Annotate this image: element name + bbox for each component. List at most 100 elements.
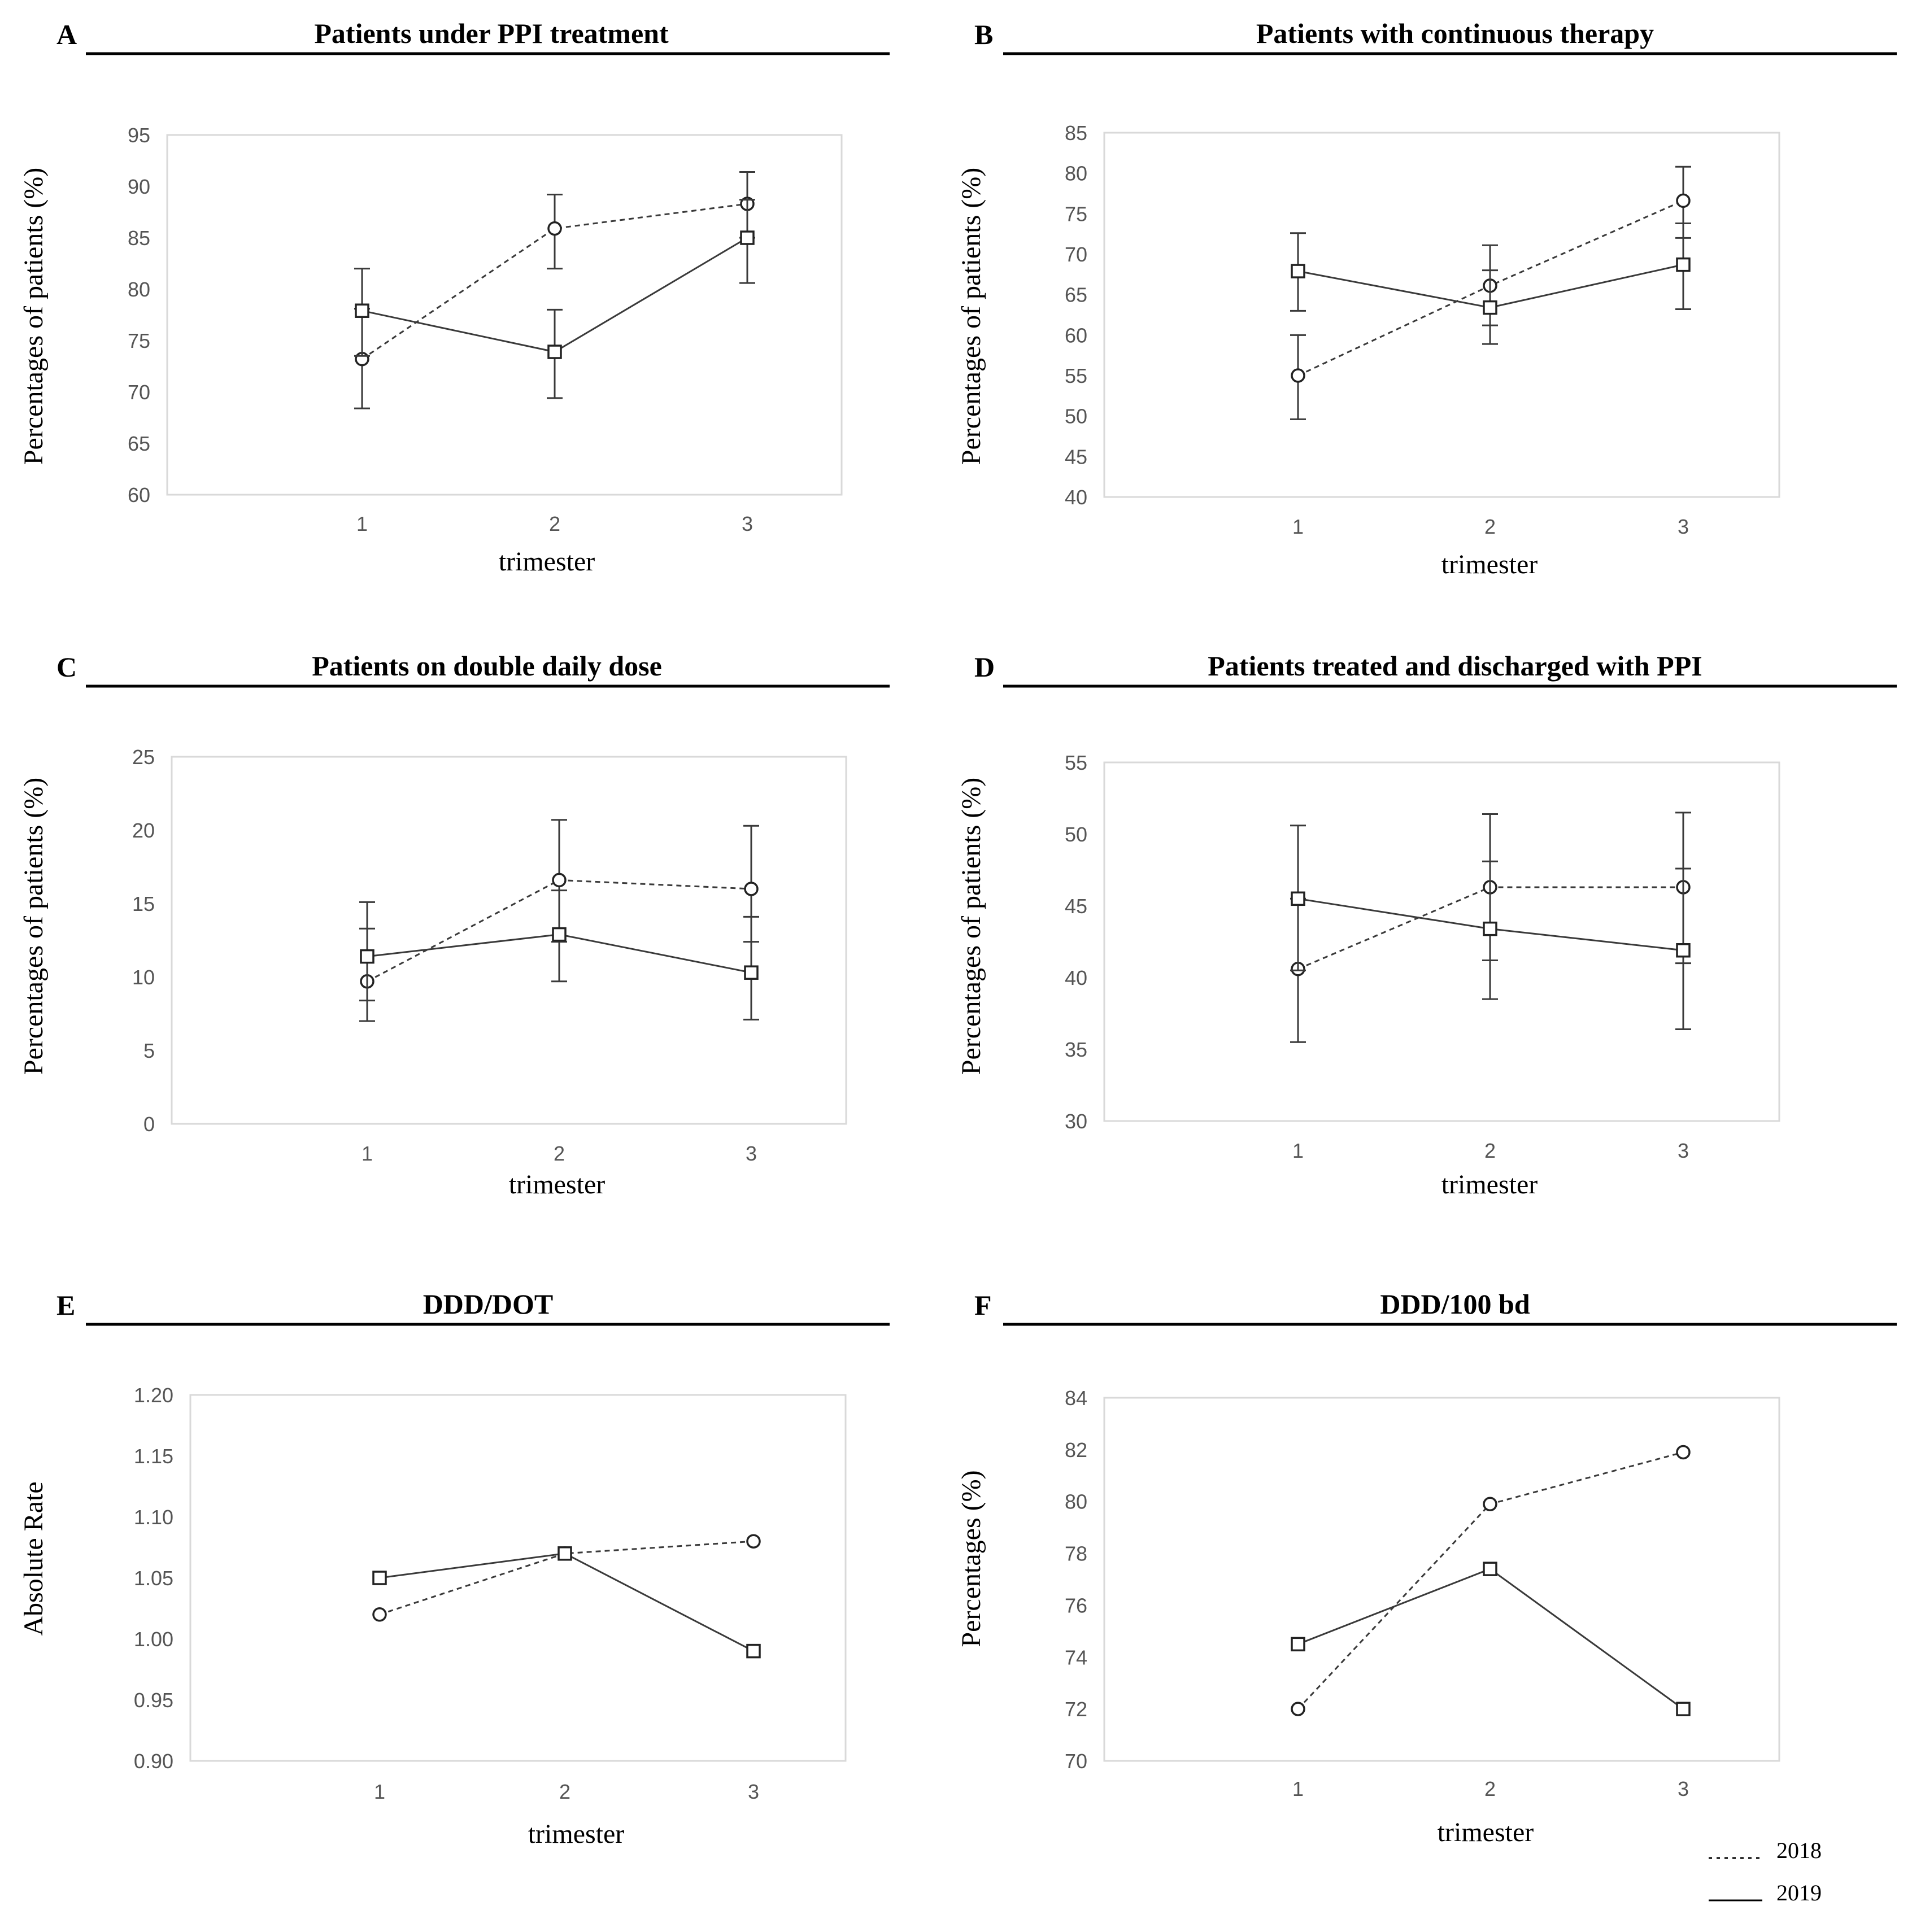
y-tick-label: 45 [1065, 895, 1087, 918]
series-2018 [1291, 1445, 1691, 1716]
y-tick-label: 65 [1065, 284, 1087, 307]
x-axis-label: trimester [1441, 549, 1538, 579]
panel-letter: D [974, 651, 995, 683]
y-tick-label: 0 [143, 1113, 155, 1136]
chart-title: Patients under PPI treatment [314, 18, 669, 49]
y-axis-label: Percentages of patients (%) [19, 778, 49, 1075]
x-axis-label: trimester [528, 1819, 625, 1849]
data-point-circle [746, 1534, 761, 1549]
data-point-square [558, 1546, 572, 1561]
data-point-square [1676, 943, 1691, 958]
series-2019 [1290, 825, 1691, 1030]
y-tick-label: 65 [128, 432, 150, 455]
panel-c: C Patients on double daily dose 0 5 10 15 20 25… [19, 650, 890, 1200]
x-axis-label: trimester [1438, 1817, 1534, 1847]
data-point-circle [372, 1607, 387, 1622]
data-point-square [1291, 891, 1305, 906]
data-point-square [372, 1571, 387, 1585]
y-tick-label: 75 [1065, 202, 1087, 225]
x-tick-label: 3 [1678, 515, 1689, 538]
x-axis-label: trimester [499, 547, 595, 577]
y-tick-label: 1.00 [134, 1628, 173, 1651]
plot-area [1103, 132, 1780, 498]
y-tick-label: 0.90 [134, 1750, 173, 1773]
data-point-circle [744, 882, 759, 896]
y-tick-label: 78 [1065, 1542, 1087, 1565]
y-tick-label: 50 [1065, 823, 1087, 846]
legend-label: 2019 [1776, 1880, 1822, 1905]
x-tick-label: 1 [1292, 515, 1304, 538]
data-point-circle [547, 221, 562, 236]
y-tick-label: 72 [1065, 1698, 1087, 1721]
legend-label: 2018 [1776, 1838, 1822, 1863]
series-line [362, 203, 748, 360]
x-tick-label: 3 [1678, 1139, 1689, 1162]
data-point-square [740, 230, 755, 245]
legend: 2018 2019 [1709, 1838, 1822, 1905]
y-tick-label: 50 [1065, 405, 1087, 428]
y-tick-label: 80 [1065, 162, 1087, 185]
data-point-circle [1483, 1497, 1497, 1512]
y-tick-label: 70 [1065, 1750, 1087, 1773]
chart-title: DDD/100 bd [1380, 1288, 1530, 1320]
data-point-square [1483, 921, 1497, 936]
y-tick-label: 1.20 [134, 1384, 173, 1407]
data-point-square [1676, 257, 1691, 272]
series-2019 [1291, 1562, 1691, 1716]
plot-area [1103, 761, 1780, 1122]
panel-a: A Patients under PPI treatment 60 65 70 75 80 8… [19, 18, 890, 577]
legend-item-2018: 2018 [1709, 1838, 1822, 1863]
y-tick-label: 5 [143, 1039, 155, 1062]
x-tick-label: 1 [374, 1780, 385, 1803]
x-tick-label: 2 [1484, 1777, 1496, 1800]
y-tick-label: 60 [128, 483, 150, 507]
y-tick-label: 82 [1065, 1438, 1087, 1462]
data-point-square [1291, 1637, 1305, 1652]
x-tick-label: 3 [1678, 1777, 1689, 1800]
x-axis-label: trimester [1441, 1170, 1538, 1200]
series-line [379, 1552, 754, 1652]
x-tick-label: 1 [356, 512, 368, 535]
data-point-square [1291, 264, 1305, 278]
y-tick-label: 0.95 [134, 1689, 173, 1712]
panel-e: E DDD/DOT 0.90 0.95 1.00 1.05 1.10 1.15 1.20 1 2 3 A… [19, 1288, 890, 1849]
y-axis-label: Percentages of patients (%) [956, 778, 986, 1075]
series-line [1297, 1451, 1684, 1710]
data-point-square [360, 949, 374, 964]
chart-title: Patients with continuous therapy [1256, 18, 1654, 49]
data-point-circle [1676, 193, 1691, 208]
data-point-circle [1676, 1445, 1691, 1460]
y-tick-label: 10 [132, 966, 155, 989]
y-tick-label: 30 [1065, 1110, 1087, 1133]
y-tick-label: 60 [1065, 324, 1087, 347]
y-axis-label: Absolute Rate [19, 1481, 49, 1636]
y-tick-label: 84 [1065, 1386, 1087, 1410]
panel-letter: A [56, 19, 77, 50]
x-tick-label: 1 [362, 1142, 373, 1165]
plot-area [171, 756, 847, 1125]
x-tick-label: 1 [1292, 1139, 1304, 1162]
y-tick-label: 95 [128, 124, 150, 147]
y-tick-label: 20 [132, 819, 155, 842]
y-axis-label: Percentages (%) [956, 1470, 986, 1647]
y-axis-label: Percentages of patients (%) [956, 168, 986, 465]
x-tick-label: 3 [746, 1142, 757, 1165]
panel-d: D Patients treated and discharged with PP… [956, 650, 1897, 1200]
y-tick-label: 85 [1065, 121, 1087, 145]
series-2019 [1290, 223, 1691, 345]
x-tick-label: 3 [748, 1780, 759, 1803]
y-tick-label: 1.10 [134, 1506, 173, 1529]
series-2019 [359, 889, 759, 1020]
panel-letter: B [974, 19, 993, 50]
y-tick-label: 15 [132, 892, 155, 915]
y-tick-label: 70 [128, 381, 150, 404]
data-point-square [355, 303, 369, 318]
y-tick-label: 25 [132, 745, 155, 769]
y-tick-label: 75 [128, 329, 150, 352]
x-tick-label: 2 [549, 512, 560, 535]
chart-title: DDD/DOT [423, 1288, 554, 1320]
chart-title: Patients on double daily dose [312, 650, 662, 682]
y-tick-label: 55 [1065, 364, 1087, 387]
y-tick-label: 74 [1065, 1646, 1087, 1669]
